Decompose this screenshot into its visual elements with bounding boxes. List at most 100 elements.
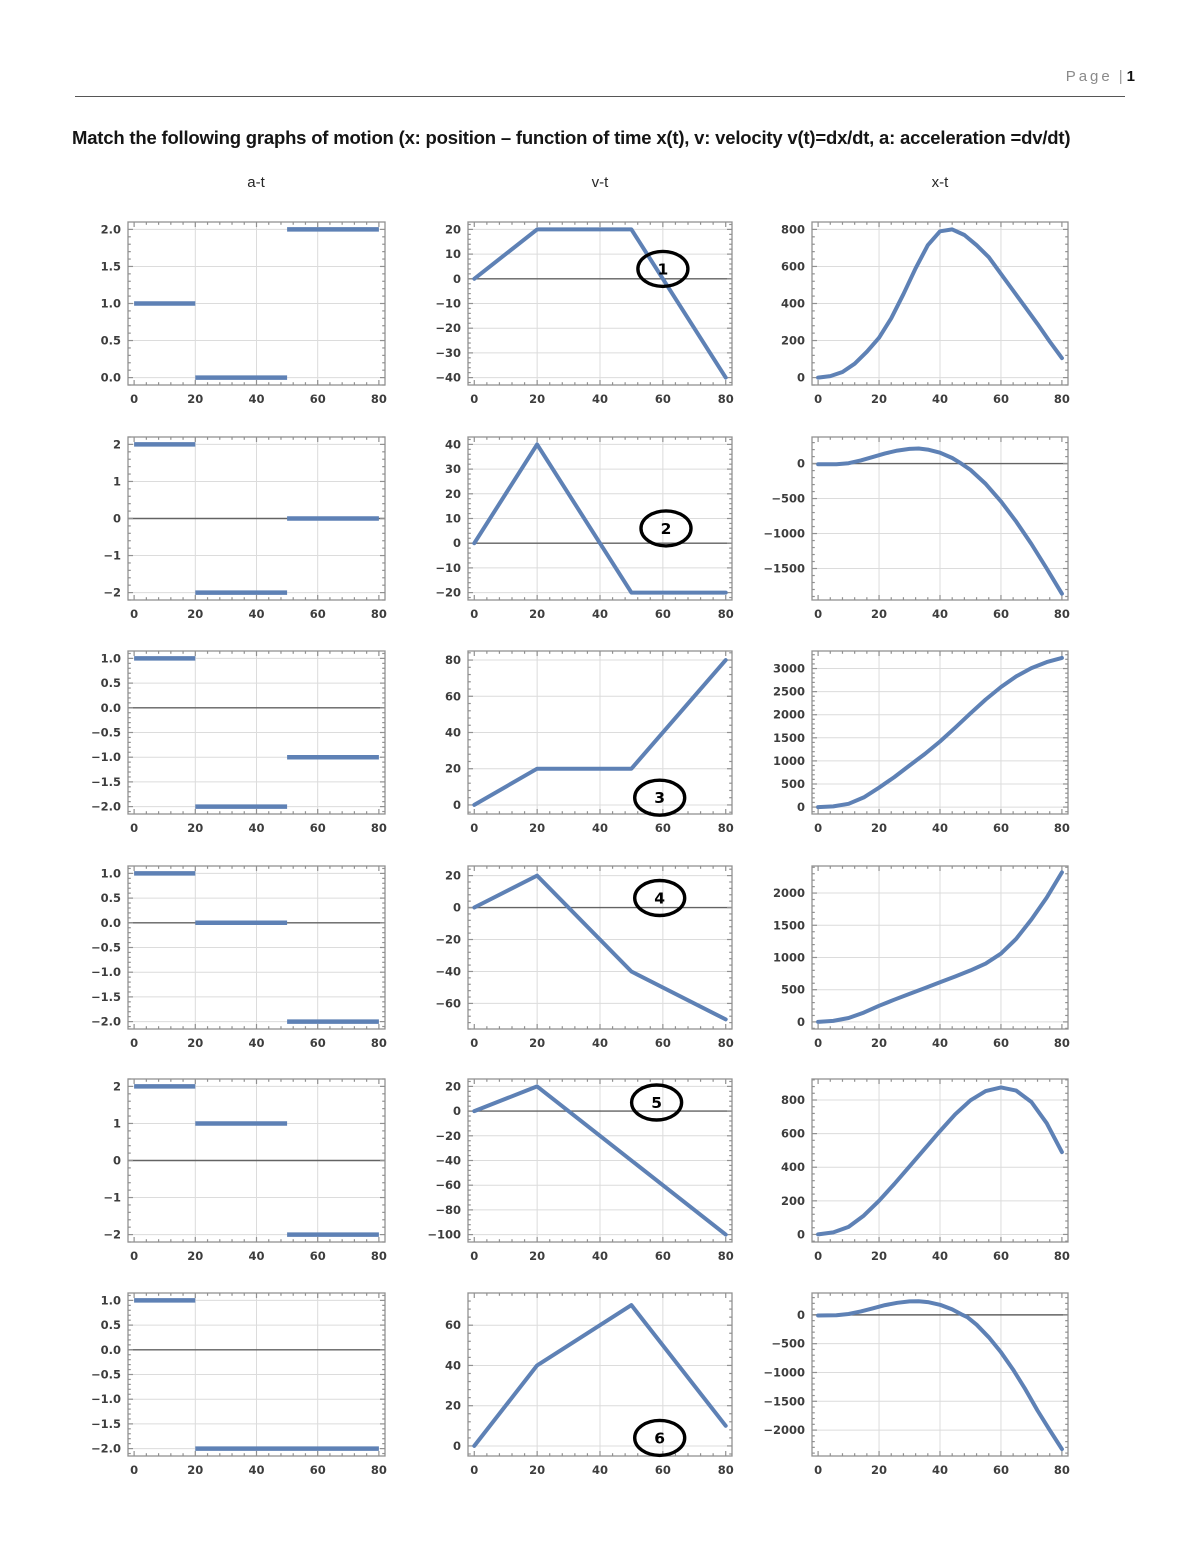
svg-text:20: 20 [529, 1249, 545, 1263]
svg-text:60: 60 [445, 1318, 461, 1332]
svg-text:500: 500 [781, 983, 805, 997]
page-word: Page [1065, 68, 1113, 85]
chart-svg-row4-a-t: 0 20 40 60 80 1.0 0.5 0.0 −0.5 −1.0 −1.5 −2.0 [91, 865, 387, 1050]
chart-row4-x-t: 0 20 40 60 80 2000 1500 1000 500 0 [757, 858, 1078, 1063]
chart-svg-row2-a-t: 0 20 40 60 80 2 1 0 −1 −2 [103, 436, 387, 621]
svg-text:0: 0 [814, 821, 822, 835]
svg-text:−80: −80 [435, 1203, 461, 1217]
svg-text:200: 200 [781, 1194, 805, 1208]
svg-text:40: 40 [932, 607, 948, 621]
svg-text:60: 60 [993, 821, 1009, 835]
svg-text:40: 40 [248, 1249, 264, 1263]
svg-text:−40: −40 [435, 965, 461, 979]
svg-text:0.0: 0.0 [101, 1343, 121, 1357]
svg-text:20: 20 [529, 1036, 545, 1050]
svg-text:0: 0 [130, 1463, 138, 1477]
chart-row6-a-t: 0 20 40 60 80 1.0 0.5 0.0 −0.5 −1.0 −1.5 −2.0 [73, 1285, 395, 1490]
svg-text:−1: −1 [103, 549, 121, 563]
svg-text:60: 60 [655, 1463, 671, 1477]
svg-text:0: 0 [797, 1227, 805, 1241]
chart-svg-row3-x-t: 0 20 40 60 80 3000 2500 2000 1500 1000 500 0 [773, 650, 1070, 835]
chart-svg-row2-x-t: 0 20 40 60 80 0 −500 −1000 −1500 [763, 436, 1070, 621]
column-header-a-t: a-t [247, 174, 265, 191]
svg-text:1.0: 1.0 [101, 866, 121, 880]
svg-text:0: 0 [130, 821, 138, 835]
svg-text:60: 60 [445, 689, 461, 703]
svg-text:1500: 1500 [773, 918, 805, 932]
svg-text:−20: −20 [435, 586, 461, 600]
svg-text:20: 20 [187, 392, 203, 406]
svg-text:−1: −1 [103, 1191, 121, 1205]
svg-text:500: 500 [781, 777, 805, 791]
chart-svg-row4-x-t: 0 20 40 60 80 2000 1500 1000 500 0 [773, 865, 1070, 1050]
svg-text:60: 60 [655, 821, 671, 835]
svg-text:−0.5: −0.5 [91, 941, 121, 955]
chart-row6-v-t: 0 20 40 60 80 60 40 20 0 6 [413, 1285, 742, 1490]
svg-text:60: 60 [310, 1249, 326, 1263]
svg-text:−1000: −1000 [763, 527, 805, 541]
svg-text:60: 60 [993, 1463, 1009, 1477]
svg-text:0: 0 [113, 1154, 121, 1168]
svg-text:80: 80 [718, 392, 734, 406]
svg-text:40: 40 [248, 821, 264, 835]
svg-text:0: 0 [453, 1439, 461, 1453]
svg-text:0.0: 0.0 [101, 916, 121, 930]
svg-text:20: 20 [445, 1079, 461, 1093]
svg-text:20: 20 [529, 607, 545, 621]
svg-text:800: 800 [781, 1093, 805, 1107]
svg-text:600: 600 [781, 260, 805, 274]
svg-text:40: 40 [932, 821, 948, 835]
svg-text:40: 40 [932, 392, 948, 406]
chart-row3-v-t: 0 20 40 60 80 80 60 40 20 0 3 [413, 643, 742, 848]
svg-text:40: 40 [592, 607, 608, 621]
svg-text:−1500: −1500 [763, 1394, 805, 1408]
svg-text:80: 80 [371, 607, 387, 621]
svg-text:1000: 1000 [773, 754, 805, 768]
svg-text:60: 60 [993, 1036, 1009, 1050]
svg-text:0: 0 [797, 800, 805, 814]
svg-text:0: 0 [797, 1308, 805, 1322]
svg-text:−1.5: −1.5 [91, 990, 121, 1004]
svg-text:1.0: 1.0 [101, 651, 121, 665]
svg-text:60: 60 [655, 1249, 671, 1263]
chart-row1-a-t: 0 20 40 60 80 2.0 1.5 1.0 0.5 0.0 [73, 214, 395, 419]
svg-text:40: 40 [932, 1036, 948, 1050]
svg-text:40: 40 [248, 1036, 264, 1050]
svg-text:2000: 2000 [773, 708, 805, 722]
svg-text:0.5: 0.5 [101, 676, 121, 690]
svg-text:600: 600 [781, 1127, 805, 1141]
svg-text:−1.5: −1.5 [91, 775, 121, 789]
svg-text:−1000: −1000 [763, 1366, 805, 1380]
chart-row5-v-t: 0 20 40 60 80 20 0 −20 −40 −60 −80 −100 5 [413, 1071, 742, 1276]
chart-svg-row4-v-t: 0 20 40 60 80 20 0 −20 −40 −60 4 [435, 865, 734, 1050]
chart-row2-x-t: 0 20 40 60 80 0 −500 −1000 −1500 [757, 429, 1078, 634]
chart-svg-row1-a-t: 0 20 40 60 80 2.0 1.5 1.0 0.5 0.0 [101, 221, 387, 406]
svg-text:40: 40 [445, 437, 461, 451]
chart-row6-x-t: 0 20 40 60 80 0 −500 −1000 −1500 −2000 [757, 1285, 1078, 1490]
svg-text:0: 0 [814, 1463, 822, 1477]
svg-text:80: 80 [1054, 1036, 1070, 1050]
svg-text:20: 20 [871, 821, 887, 835]
chart-row1-x-t: 0 20 40 60 80 800 600 400 200 0 [757, 214, 1078, 419]
svg-text:−2.0: −2.0 [91, 1442, 121, 1456]
svg-text:−2: −2 [103, 586, 121, 600]
svg-text:0.5: 0.5 [101, 891, 121, 905]
page-separator: | [1118, 68, 1123, 85]
svg-text:40: 40 [248, 1463, 264, 1477]
svg-text:0: 0 [814, 607, 822, 621]
svg-text:20: 20 [445, 869, 461, 883]
svg-text:80: 80 [718, 821, 734, 835]
svg-text:20: 20 [871, 1036, 887, 1050]
page-number: 1 [1126, 68, 1135, 85]
svg-text:10: 10 [445, 247, 461, 261]
svg-text:−60: −60 [435, 996, 461, 1010]
chart-row3-x-t: 0 20 40 60 80 3000 2500 2000 1500 1000 500 0 [757, 643, 1078, 848]
chart-row1-v-t: 0 20 40 60 80 20 10 0 −10 −20 −30 −40 1 [413, 214, 742, 419]
page-number-header: Page | 1 [1066, 68, 1135, 85]
svg-text:2: 2 [661, 520, 672, 538]
svg-text:10: 10 [445, 512, 461, 526]
svg-text:1: 1 [113, 1117, 121, 1131]
svg-text:−10: −10 [435, 297, 461, 311]
svg-text:60: 60 [310, 821, 326, 835]
column-header-v-t: v-t [591, 174, 609, 191]
